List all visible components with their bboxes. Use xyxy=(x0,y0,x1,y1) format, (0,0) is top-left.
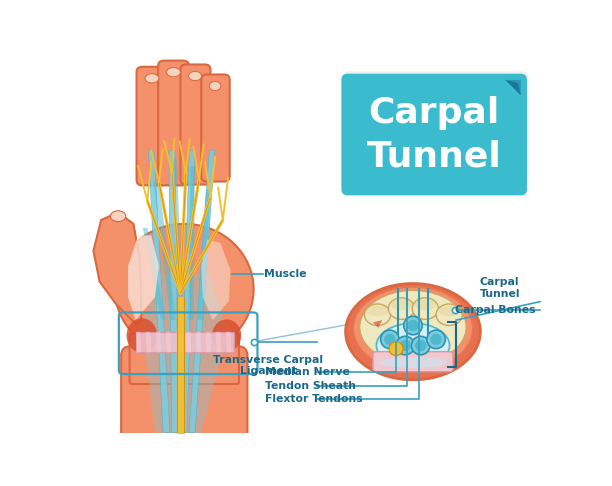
Text: Muscle: Muscle xyxy=(264,269,307,279)
Ellipse shape xyxy=(115,224,253,355)
Polygon shape xyxy=(196,331,201,352)
Polygon shape xyxy=(143,228,166,320)
Ellipse shape xyxy=(396,336,414,355)
Polygon shape xyxy=(188,166,195,320)
Text: Carpal
Tunnel: Carpal Tunnel xyxy=(367,96,501,174)
Polygon shape xyxy=(149,151,170,433)
FancyBboxPatch shape xyxy=(181,65,211,185)
Text: Transverse Carpal
Ligament: Transverse Carpal Ligament xyxy=(213,355,323,376)
Ellipse shape xyxy=(209,82,221,91)
Ellipse shape xyxy=(346,283,480,380)
Ellipse shape xyxy=(127,318,157,353)
FancyBboxPatch shape xyxy=(130,333,239,384)
Ellipse shape xyxy=(390,299,412,310)
Polygon shape xyxy=(506,80,521,95)
Ellipse shape xyxy=(400,340,411,351)
Text: Tendon Sheath: Tendon Sheath xyxy=(265,381,356,391)
Polygon shape xyxy=(136,331,141,352)
Ellipse shape xyxy=(438,306,460,316)
Ellipse shape xyxy=(430,333,442,345)
Polygon shape xyxy=(201,239,231,320)
Text: Carpal Bones: Carpal Bones xyxy=(455,305,536,315)
Ellipse shape xyxy=(376,323,450,368)
Ellipse shape xyxy=(389,298,414,319)
Polygon shape xyxy=(156,331,161,352)
FancyBboxPatch shape xyxy=(343,71,529,193)
Ellipse shape xyxy=(110,211,126,222)
Ellipse shape xyxy=(212,319,241,352)
FancyBboxPatch shape xyxy=(201,74,230,181)
Polygon shape xyxy=(216,331,222,352)
Ellipse shape xyxy=(188,71,201,81)
Polygon shape xyxy=(172,158,184,320)
Polygon shape xyxy=(128,235,159,320)
Ellipse shape xyxy=(412,298,438,319)
Ellipse shape xyxy=(360,291,466,364)
Polygon shape xyxy=(373,320,382,328)
FancyBboxPatch shape xyxy=(121,347,247,442)
Ellipse shape xyxy=(411,336,430,355)
Ellipse shape xyxy=(427,330,446,348)
Polygon shape xyxy=(146,331,151,352)
FancyBboxPatch shape xyxy=(373,352,453,372)
Polygon shape xyxy=(154,181,176,320)
Text: Carpal
Tunnel: Carpal Tunnel xyxy=(480,277,520,298)
FancyBboxPatch shape xyxy=(158,61,189,185)
Polygon shape xyxy=(189,151,215,433)
FancyBboxPatch shape xyxy=(341,74,527,195)
Polygon shape xyxy=(136,331,234,352)
FancyBboxPatch shape xyxy=(136,67,167,185)
Ellipse shape xyxy=(415,340,427,351)
Ellipse shape xyxy=(353,287,472,370)
Ellipse shape xyxy=(365,304,390,326)
Polygon shape xyxy=(506,80,521,95)
Polygon shape xyxy=(226,331,231,352)
Text: Flextor Tendons: Flextor Tendons xyxy=(265,394,363,404)
Ellipse shape xyxy=(381,330,399,348)
Polygon shape xyxy=(186,331,191,352)
Ellipse shape xyxy=(145,74,159,83)
Polygon shape xyxy=(206,331,211,352)
Ellipse shape xyxy=(407,320,419,331)
Polygon shape xyxy=(198,189,211,320)
Polygon shape xyxy=(169,151,179,433)
Ellipse shape xyxy=(436,304,462,326)
Polygon shape xyxy=(94,212,141,324)
Polygon shape xyxy=(143,274,225,433)
Ellipse shape xyxy=(404,316,422,335)
Polygon shape xyxy=(180,151,195,433)
Ellipse shape xyxy=(414,299,436,310)
Ellipse shape xyxy=(389,342,403,356)
Ellipse shape xyxy=(367,306,389,316)
Text: Median Nerve: Median Nerve xyxy=(265,367,350,378)
Polygon shape xyxy=(166,331,171,352)
Polygon shape xyxy=(176,331,181,352)
Ellipse shape xyxy=(166,68,181,77)
Ellipse shape xyxy=(379,357,447,368)
Ellipse shape xyxy=(384,333,395,345)
